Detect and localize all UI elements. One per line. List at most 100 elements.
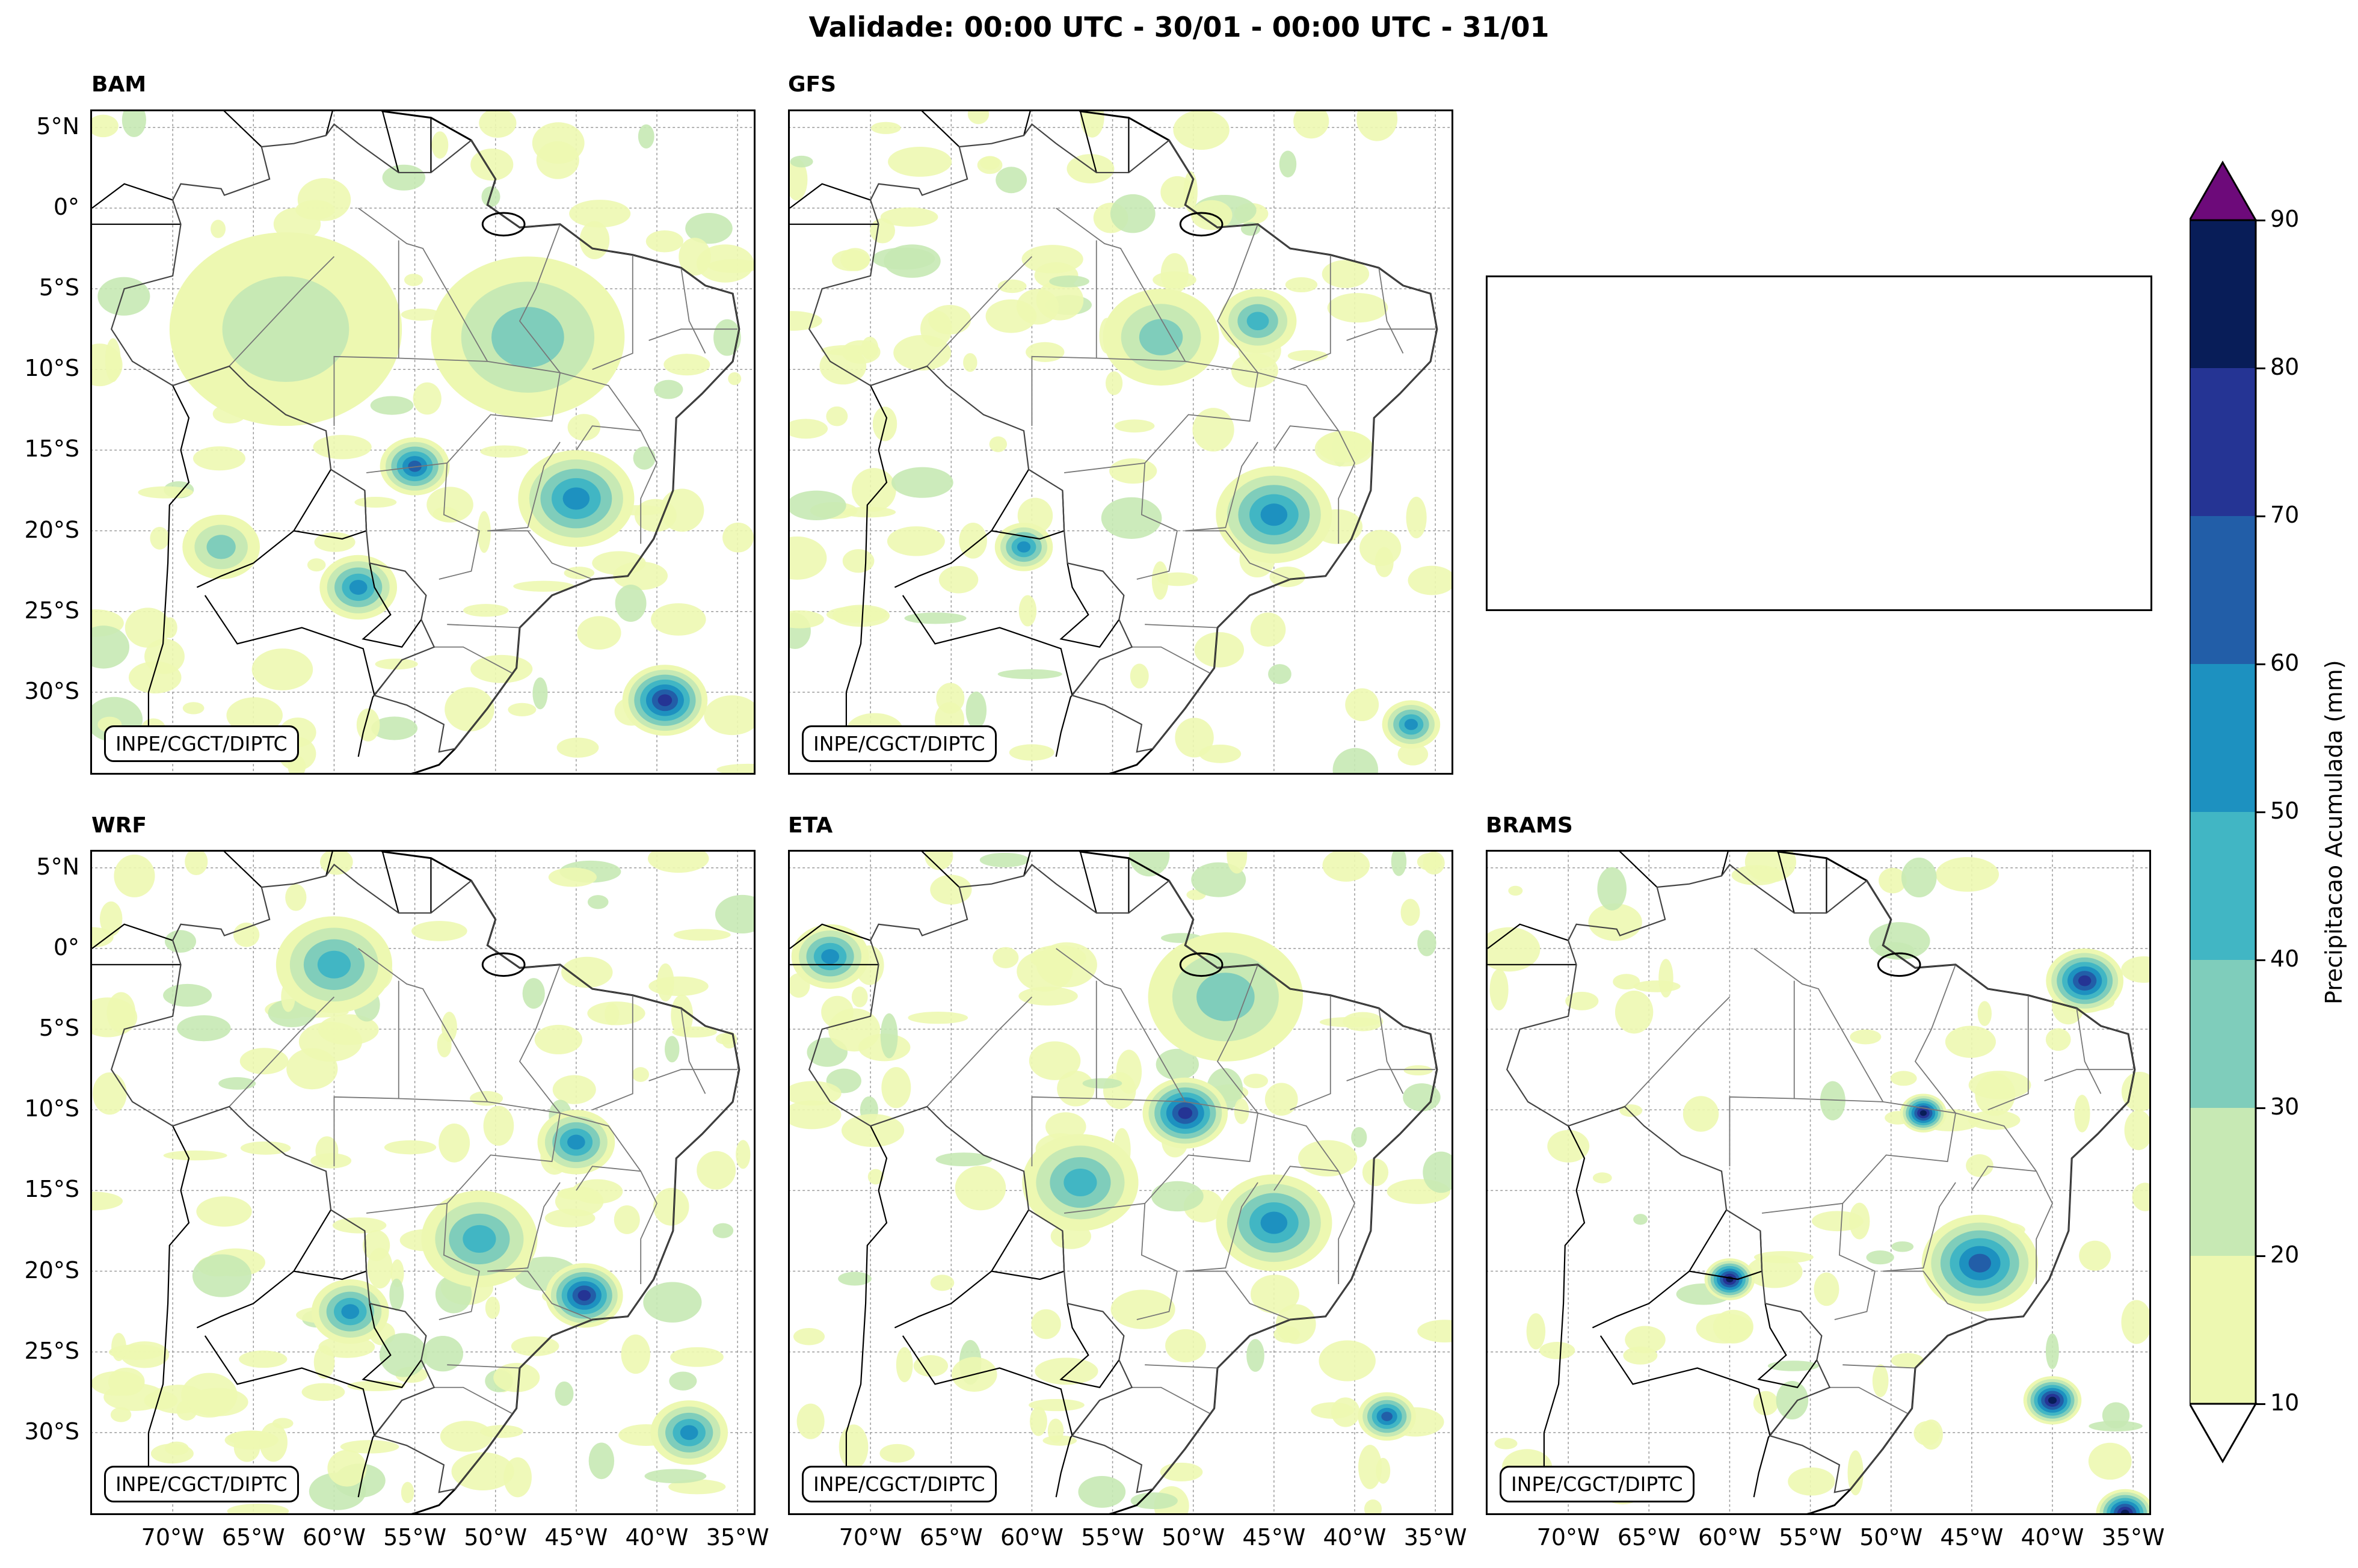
rain-spot	[996, 167, 1027, 193]
rain-spot	[1110, 194, 1156, 233]
rain-spot	[553, 1075, 596, 1104]
rain-spot	[1251, 612, 1286, 647]
rain-spot	[908, 1012, 968, 1024]
rain-spot	[1968, 1110, 2020, 1130]
rain-spot	[939, 566, 978, 594]
rain-spot	[879, 1444, 914, 1463]
rain-spot	[144, 639, 185, 674]
rain-spot	[893, 335, 951, 370]
rain-spot	[1285, 277, 1317, 292]
lon-tick: 50°W	[1151, 1524, 1236, 1551]
rain-spot	[111, 1407, 131, 1422]
rain-spot	[1009, 744, 1054, 760]
rain-spot	[105, 338, 121, 382]
map-wrf	[92, 852, 754, 1513]
rain-spot	[1633, 1214, 1648, 1225]
lon-tick: 55°W	[1071, 1524, 1155, 1551]
rain-spot	[384, 1140, 436, 1154]
rain-spot	[557, 737, 599, 757]
panel-label-brams: BRAMS	[1486, 813, 1573, 838]
rain-blob	[318, 951, 351, 979]
rain-spot	[1345, 688, 1379, 721]
rain-spot	[313, 435, 371, 459]
rain-spot	[1320, 1017, 1380, 1027]
rain-spot	[1130, 663, 1149, 688]
rain-spot	[1319, 1341, 1376, 1382]
rain-spot	[470, 149, 513, 180]
rain-blob	[491, 307, 564, 367]
rain-spot	[1891, 1353, 1924, 1368]
colorbar-segment	[2190, 516, 2256, 664]
rain-spot	[1936, 857, 1999, 892]
colorbar	[2190, 160, 2262, 1471]
rain-spot	[1391, 852, 1407, 876]
rain-spot	[1619, 1104, 1642, 1117]
rain-spot	[1268, 664, 1291, 684]
rain-spot	[163, 984, 212, 1007]
colorbar-tick-mark	[2256, 1255, 2265, 1257]
rain-spot	[716, 1033, 734, 1045]
rain-spot	[2125, 1110, 2149, 1151]
map-panel-eta: INPE/CGCT/DIPTC	[788, 850, 1453, 1515]
rain-spot	[881, 1067, 911, 1108]
rain-spot	[840, 248, 870, 271]
map-eta	[790, 852, 1451, 1513]
rain-spot	[646, 230, 683, 253]
rain-spot	[183, 702, 205, 714]
rain-spot	[2046, 1333, 2059, 1369]
rain-blob	[223, 276, 349, 382]
lon-tick: 45°W	[1930, 1524, 2014, 1551]
rain-spot	[188, 1388, 248, 1416]
rain-blob	[463, 1225, 496, 1253]
rain-spot	[871, 122, 901, 134]
rain-spot	[333, 1217, 387, 1234]
lat-tick-bottom: 30°S	[7, 1418, 79, 1445]
rain-spot	[1494, 1438, 1517, 1450]
rain-spot	[2074, 1095, 2090, 1132]
rain-spot	[633, 446, 656, 470]
rain-spot	[1317, 431, 1371, 463]
rain-spot	[1814, 1273, 1839, 1306]
rain-spot	[439, 1124, 470, 1163]
lat-tick-top: 5°N	[7, 113, 79, 140]
lon-tick: 60°W	[1687, 1524, 1772, 1551]
colorbar-tick-mark	[2256, 515, 2265, 517]
rain-spot	[980, 853, 1029, 867]
rain-spot	[1713, 1310, 1753, 1344]
panel-label-wrf: WRF	[91, 813, 147, 838]
rain-spot	[1658, 959, 1673, 997]
rain-spot	[164, 1151, 227, 1160]
rain-blob	[1969, 1254, 1991, 1273]
colorbar-over-triangle	[2190, 162, 2256, 220]
rain-spot	[1017, 289, 1059, 324]
map-brams	[1488, 852, 2149, 1513]
rain-spot	[1165, 1329, 1206, 1362]
rain-blob	[1261, 503, 1288, 526]
rain-spot	[872, 248, 935, 270]
rain-spot	[532, 677, 547, 709]
figure-title: Validade: 00:00 UTC - 30/01 - 00:00 UTC …	[0, 11, 2358, 43]
rain-spot	[1593, 1172, 1612, 1183]
rain-spot	[896, 1347, 913, 1382]
rain-blob	[1405, 719, 1418, 730]
colorbar-tick-mark	[2256, 811, 2265, 813]
rain-spot	[480, 445, 528, 457]
rain-blob	[206, 535, 235, 559]
rain-spot	[150, 527, 169, 550]
rain-spot	[549, 867, 597, 887]
rain-spot	[2046, 1028, 2071, 1051]
rain-spot	[564, 567, 594, 579]
rain-spot	[963, 353, 977, 372]
rain-spot	[1115, 419, 1155, 432]
rain-spot	[736, 1140, 750, 1169]
rain-spot	[1408, 566, 1451, 595]
rain-spot	[928, 305, 971, 334]
rain-spot	[470, 655, 532, 683]
rain-spot	[852, 986, 868, 1007]
rain-spot	[1362, 1158, 1388, 1186]
rain-spot	[1331, 1397, 1360, 1427]
rain-spot	[797, 1404, 825, 1439]
rain-spot	[828, 1008, 880, 1051]
rain-spot	[704, 695, 754, 735]
rain-spot	[479, 111, 516, 138]
